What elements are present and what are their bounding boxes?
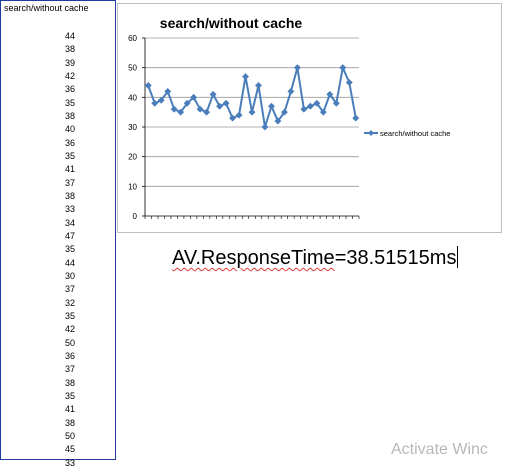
y-tick-label: 0 xyxy=(133,212,138,221)
column-cell[interactable]: 37 xyxy=(64,177,75,188)
column-cell[interactable]: 35 xyxy=(64,390,75,401)
y-tick-label: 60 xyxy=(128,34,137,43)
data-point xyxy=(306,102,314,110)
chart-title: search/without cache xyxy=(160,15,303,31)
data-point xyxy=(157,96,165,104)
line-chart[interactable]: search/without cache 0 10 20 30 40 50 60 search/… xyxy=(117,3,502,233)
data-point xyxy=(326,90,334,98)
column-cell[interactable]: 41 xyxy=(64,404,75,415)
data-point xyxy=(352,114,360,122)
column-cell[interactable]: 50 xyxy=(64,337,75,348)
data-point xyxy=(216,102,224,110)
data-point xyxy=(254,81,263,90)
data-point xyxy=(241,73,250,81)
column-cell[interactable]: 35 xyxy=(64,150,75,161)
response-time-label: AV.ResponseTime xyxy=(172,247,335,269)
column-cell[interactable]: 42 xyxy=(64,70,75,81)
data-point xyxy=(177,108,185,116)
data-point xyxy=(332,99,340,107)
data-point xyxy=(151,99,159,107)
column-cell[interactable]: 50 xyxy=(64,430,75,441)
column-header[interactable]: search/without cache xyxy=(4,3,89,13)
data-column[interactable]: search/without cache 44 38 39 42 36 35 38 40 36 3… xyxy=(0,0,116,467)
data-point xyxy=(203,108,211,116)
column-cell[interactable]: 45 xyxy=(64,444,75,455)
data-point xyxy=(274,117,282,125)
y-tick-label: 20 xyxy=(128,153,137,162)
column-cell[interactable]: 44 xyxy=(64,257,75,268)
column-cell[interactable]: 35 xyxy=(64,310,75,321)
column-cell[interactable]: 36 xyxy=(64,84,75,95)
legend-label: search/without cache xyxy=(380,129,450,138)
data-point xyxy=(248,108,256,116)
column-cell[interactable]: 38 xyxy=(64,377,75,388)
data-point xyxy=(228,114,237,122)
y-tick-label: 40 xyxy=(128,93,137,102)
column-cell[interactable]: 36 xyxy=(64,137,75,148)
column-cell[interactable]: 36 xyxy=(64,350,75,361)
data-point xyxy=(300,105,308,113)
data-point xyxy=(345,78,353,87)
data-point xyxy=(190,93,198,101)
data-point xyxy=(293,64,301,72)
data-point xyxy=(164,87,172,95)
column-cell[interactable]: 30 xyxy=(64,270,75,281)
column-cell[interactable]: 34 xyxy=(64,217,75,228)
response-time-value: =38.51515ms xyxy=(334,247,457,269)
column-cell[interactable]: 38 xyxy=(64,110,75,121)
chart-svg: search/without cache 0 10 20 30 40 50 60 search/… xyxy=(128,15,450,221)
column-cell[interactable]: 33 xyxy=(64,457,75,467)
data-point xyxy=(170,105,178,113)
column-cell[interactable]: 44 xyxy=(64,31,75,41)
data-point xyxy=(339,64,347,72)
data-point xyxy=(313,99,321,107)
text-cursor xyxy=(457,246,459,268)
column-cell[interactable]: 40 xyxy=(64,124,75,135)
column-cell[interactable]: 41 xyxy=(64,164,75,175)
data-point xyxy=(144,81,152,90)
data-point xyxy=(261,123,269,131)
data-point xyxy=(235,111,243,119)
response-time-text[interactable]: AV.ResponseTime=38.51515ms xyxy=(172,246,459,270)
column-cell[interactable]: 37 xyxy=(64,364,75,375)
data-point xyxy=(209,90,217,98)
column-cell[interactable]: 32 xyxy=(64,297,75,308)
column-values: 44 38 39 42 36 35 38 40 36 35 41 37 38 33 34 47 35 44 30 37… xyxy=(1,30,75,467)
y-tick-label: 30 xyxy=(128,123,137,132)
data-point xyxy=(222,99,230,107)
column-cell[interactable]: 35 xyxy=(64,244,75,255)
column-cell[interactable]: 38 xyxy=(64,44,75,55)
column-cell[interactable]: 42 xyxy=(64,324,75,335)
data-point xyxy=(183,99,191,107)
data-point xyxy=(280,108,288,116)
column-cell[interactable]: 38 xyxy=(64,190,75,201)
legend-marker xyxy=(368,130,374,136)
column-cell[interactable]: 37 xyxy=(64,284,75,295)
data-point xyxy=(287,87,295,95)
data-point xyxy=(196,105,204,113)
column-cell[interactable]: 38 xyxy=(64,417,75,428)
data-point xyxy=(319,108,327,116)
y-tick-label: 10 xyxy=(128,182,137,191)
column-cell[interactable]: 39 xyxy=(64,57,75,68)
y-tick-label: 50 xyxy=(128,64,137,73)
column-cell[interactable]: 33 xyxy=(64,204,75,215)
column-cell[interactable]: 47 xyxy=(64,230,75,241)
data-point xyxy=(267,102,276,110)
column-cell[interactable]: 35 xyxy=(64,97,75,108)
activation-watermark: Activate Winc xyxy=(391,441,488,458)
